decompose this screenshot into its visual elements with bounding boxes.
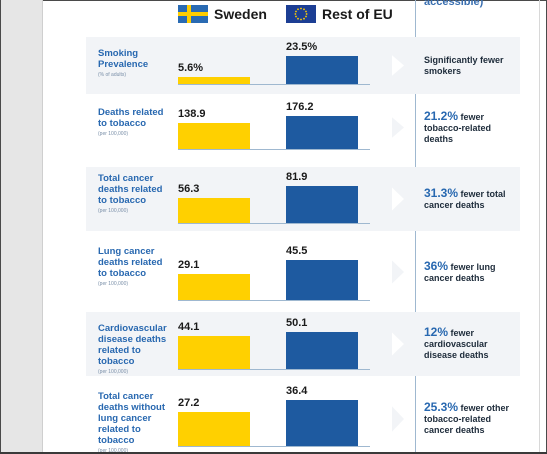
eu-bar xyxy=(286,260,358,300)
bottom-border xyxy=(0,452,547,454)
comparison-row: Cardiovascular disease deaths related to… xyxy=(86,312,520,376)
sweden-bar xyxy=(178,77,250,84)
sweden-flag-icon xyxy=(178,5,208,23)
metric-label: Deaths related to tobacco (per 100,000) xyxy=(98,107,174,138)
eu-value-label: 45.5 xyxy=(286,245,308,257)
comparison-row: Total cancer deaths related to tobacco (p… xyxy=(86,167,520,231)
chevron-right-icon xyxy=(392,117,404,138)
eu-value-label: 50.1 xyxy=(286,317,308,329)
legend-sweden: Sweden xyxy=(178,4,267,24)
legend-eu: Rest of EU xyxy=(286,4,393,24)
summary-percentage: 21.2% xyxy=(424,109,459,123)
metric-unit: (per 100,000) xyxy=(98,448,129,454)
summary-description: Significantly fewer smokers xyxy=(424,55,504,76)
metric-unit: (% of adults) xyxy=(98,72,127,78)
metric-label: Cardiovascular disease deaths related to… xyxy=(98,323,174,376)
eu-value-label: 176.2 xyxy=(286,101,314,113)
comparison-row: Smoking Prevalence (% of adults) 5.6% 23.5%… xyxy=(86,37,520,94)
metric-unit: (per 100,000) xyxy=(98,369,129,375)
eu-value-label: 23.5% xyxy=(286,41,318,53)
right-edge-line xyxy=(539,0,540,454)
metric-label: Lung cancer deaths related to tobacco (pe… xyxy=(98,246,174,288)
chevron-right-icon xyxy=(392,406,404,432)
bar-baseline xyxy=(178,149,370,150)
sweden-bar xyxy=(178,198,250,223)
summary-percentage: 12% xyxy=(424,325,449,339)
summary-percentage: 25.3% xyxy=(424,400,459,414)
chevron-right-icon xyxy=(392,187,404,211)
eu-bar xyxy=(286,400,358,446)
summary-description: fewer tobacco-related deaths xyxy=(424,112,492,144)
metric-title: Total cancer deaths related to tobacco xyxy=(98,173,163,206)
left-edge-line xyxy=(42,0,43,454)
bar-baseline xyxy=(178,369,370,370)
bar-baseline xyxy=(178,223,370,224)
top-right-fragment: accessible) xyxy=(424,0,484,8)
eu-bar xyxy=(286,332,358,369)
metric-title: Total cancer deaths without lung cancer … xyxy=(98,391,166,446)
metric-label: Total cancer deaths without lung cancer … xyxy=(98,391,174,454)
eu-bar xyxy=(286,56,358,84)
bar-baseline xyxy=(178,446,370,447)
comparison-row: Deaths related to tobacco (per 100,000) 13… xyxy=(86,99,520,156)
chevron-right-icon xyxy=(392,260,404,284)
eu-value-label: 36.4 xyxy=(286,385,308,397)
sweden-value-label: 27.2 xyxy=(178,397,200,409)
metric-unit: (per 100,000) xyxy=(98,208,129,214)
eu-flag-icon xyxy=(286,5,316,23)
summary-percentage: 31.3% xyxy=(424,186,459,200)
summary-description: fewer total cancer deaths xyxy=(424,189,506,210)
legend-eu-label: Rest of EU xyxy=(322,6,393,22)
sweden-value-label: 138.9 xyxy=(178,108,206,120)
sweden-bar xyxy=(178,274,250,300)
metric-label: Smoking Prevalence (% of adults) xyxy=(98,48,174,79)
bar-baseline xyxy=(178,300,370,301)
metric-title: Lung cancer deaths related to tobacco xyxy=(98,246,163,279)
metric-unit: (per 100,000) xyxy=(98,131,129,137)
metric-title: Smoking Prevalence xyxy=(98,48,149,70)
summary-text: 36% fewer lung cancer deaths xyxy=(424,259,516,284)
summary-text: 12% fewer cardiovascular disease deaths xyxy=(424,325,516,361)
summary-description: fewer other tobacco-related cancer death… xyxy=(424,403,510,435)
sweden-bar xyxy=(178,123,250,149)
metric-unit: (per 100,000) xyxy=(98,281,129,287)
eu-bar xyxy=(286,116,358,149)
summary-text: 21.2% fewer tobacco-related deaths xyxy=(424,109,516,145)
metric-title: Deaths related to tobacco xyxy=(98,107,164,129)
sweden-bar xyxy=(178,412,250,446)
left-gutter xyxy=(1,0,42,454)
metric-label: Total cancer deaths related to tobacco (p… xyxy=(98,173,174,215)
chevron-right-icon xyxy=(392,332,404,356)
sweden-value-label: 5.6% xyxy=(178,62,204,74)
eu-value-label: 81.9 xyxy=(286,171,308,183)
summary-text: 25.3% fewer other tobacco-related cancer… xyxy=(424,400,516,436)
summary-text: 31.3% fewer total cancer deaths xyxy=(424,186,516,211)
sweden-value-label: 56.3 xyxy=(178,183,200,195)
summary-percentage: 36% xyxy=(424,259,449,273)
comparison-row: Total cancer deaths without lung cancer … xyxy=(86,384,520,454)
summary-description: fewer lung cancer deaths xyxy=(424,262,496,283)
chevron-right-icon xyxy=(392,55,404,76)
legend-sweden-label: Sweden xyxy=(214,6,267,22)
eu-bar xyxy=(286,186,358,223)
sweden-bar xyxy=(178,336,250,369)
summary-text: Significantly fewer smokers xyxy=(424,55,516,77)
metric-title: Cardiovascular disease deaths related to… xyxy=(98,323,167,367)
sweden-value-label: 44.1 xyxy=(178,321,200,333)
comparison-row: Lung cancer deaths related to tobacco (pe… xyxy=(86,240,520,304)
sweden-value-label: 29.1 xyxy=(178,259,200,271)
bar-baseline xyxy=(178,84,370,85)
summary-description: fewer cardiovascular disease deaths xyxy=(424,328,489,360)
